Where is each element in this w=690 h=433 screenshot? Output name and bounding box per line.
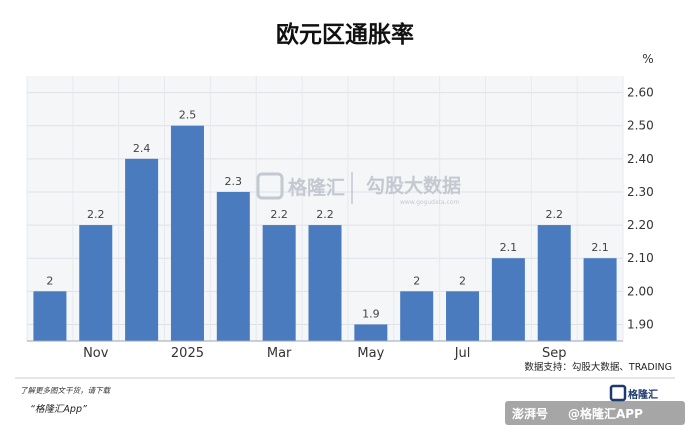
x-tick-label: Jul	[454, 346, 471, 361]
bar	[446, 291, 480, 341]
y-tick-label: 2.30	[627, 185, 654, 199]
data-label: 2.3	[225, 175, 243, 188]
footer-logo-text: 格隆汇	[628, 388, 658, 401]
bar	[79, 225, 113, 341]
data-label: 2.2	[270, 208, 288, 221]
data-label: 2.1	[500, 241, 518, 254]
bar	[537, 225, 571, 341]
watermark-logo-icon	[256, 172, 284, 200]
y-tick-label: 2.40	[627, 152, 654, 166]
brand-prefix: 澎湃号	[512, 406, 548, 421]
data-label: 2	[46, 274, 53, 287]
y-axis-unit: %	[642, 52, 653, 66]
data-label: 2	[413, 274, 420, 287]
data-label: 2.2	[316, 208, 334, 221]
brand-overlay: 澎湃号 @格隆汇APP	[505, 401, 685, 425]
data-label: 2.2	[545, 208, 563, 221]
bar	[33, 291, 67, 341]
y-tick-label: 2.10	[627, 251, 654, 265]
x-tick-label: Mar	[267, 346, 292, 361]
watermark-left: 格隆汇	[288, 176, 345, 199]
x-tick-label: 2025	[171, 346, 204, 361]
bar	[125, 158, 159, 341]
y-tick-label: 2.50	[627, 119, 654, 133]
bar	[491, 258, 525, 341]
x-tick-label: Nov	[83, 346, 109, 361]
data-label: 1.9	[362, 307, 380, 320]
y-tick-label: 2.60	[627, 86, 654, 100]
data-label: 2	[459, 274, 466, 287]
y-axis-ticks: 1.90 2.00 2.10 2.20 2.30 2.40 2.50 2.60	[627, 86, 654, 332]
bar	[170, 125, 204, 341]
brand-text: @格隆汇APP	[568, 406, 643, 421]
y-tick-label: 2.00	[627, 284, 654, 298]
footer-logo: 格隆汇	[609, 384, 658, 402]
data-label: 2.5	[179, 109, 197, 122]
y-tick-label: 2.20	[627, 218, 654, 232]
watermark-right: 勾股大数据	[366, 174, 461, 197]
bar	[262, 225, 296, 341]
bar	[354, 324, 388, 341]
x-tick-label: Sep	[542, 346, 567, 361]
footer-logo-icon	[609, 384, 627, 402]
x-axis-ticks: Nov 2025 Mar May Jul Sep	[83, 346, 566, 361]
data-label: 2.4	[133, 142, 151, 155]
bar	[216, 191, 250, 341]
data-label: 2.1	[591, 241, 609, 254]
bar	[583, 258, 617, 341]
bar	[400, 291, 434, 341]
y-tick-label: 1.90	[627, 317, 654, 331]
promo-line-2: “格隆汇App”	[30, 404, 87, 415]
vertical-grid-lines	[26, 76, 624, 341]
source-text: 数据支持：勾股大数据、TRADING	[524, 361, 672, 373]
bars	[33, 125, 617, 341]
watermark: 格隆汇 勾股大数据 www.gogudata.com	[256, 172, 461, 206]
watermark-right-sub: www.gogudata.com	[400, 199, 460, 206]
promo-line-1: 了解更多图文干货，请下载	[20, 386, 111, 395]
data-labels: 2 2.2 2.4 2.5 2.3 2.2 2.2 1.9 2 2 2.1 2.2 2.1	[46, 109, 608, 321]
x-tick-label: May	[357, 346, 384, 361]
data-label: 2.2	[87, 208, 105, 221]
bar	[308, 225, 342, 341]
chart-title: 欧元区通胀率	[276, 21, 414, 48]
